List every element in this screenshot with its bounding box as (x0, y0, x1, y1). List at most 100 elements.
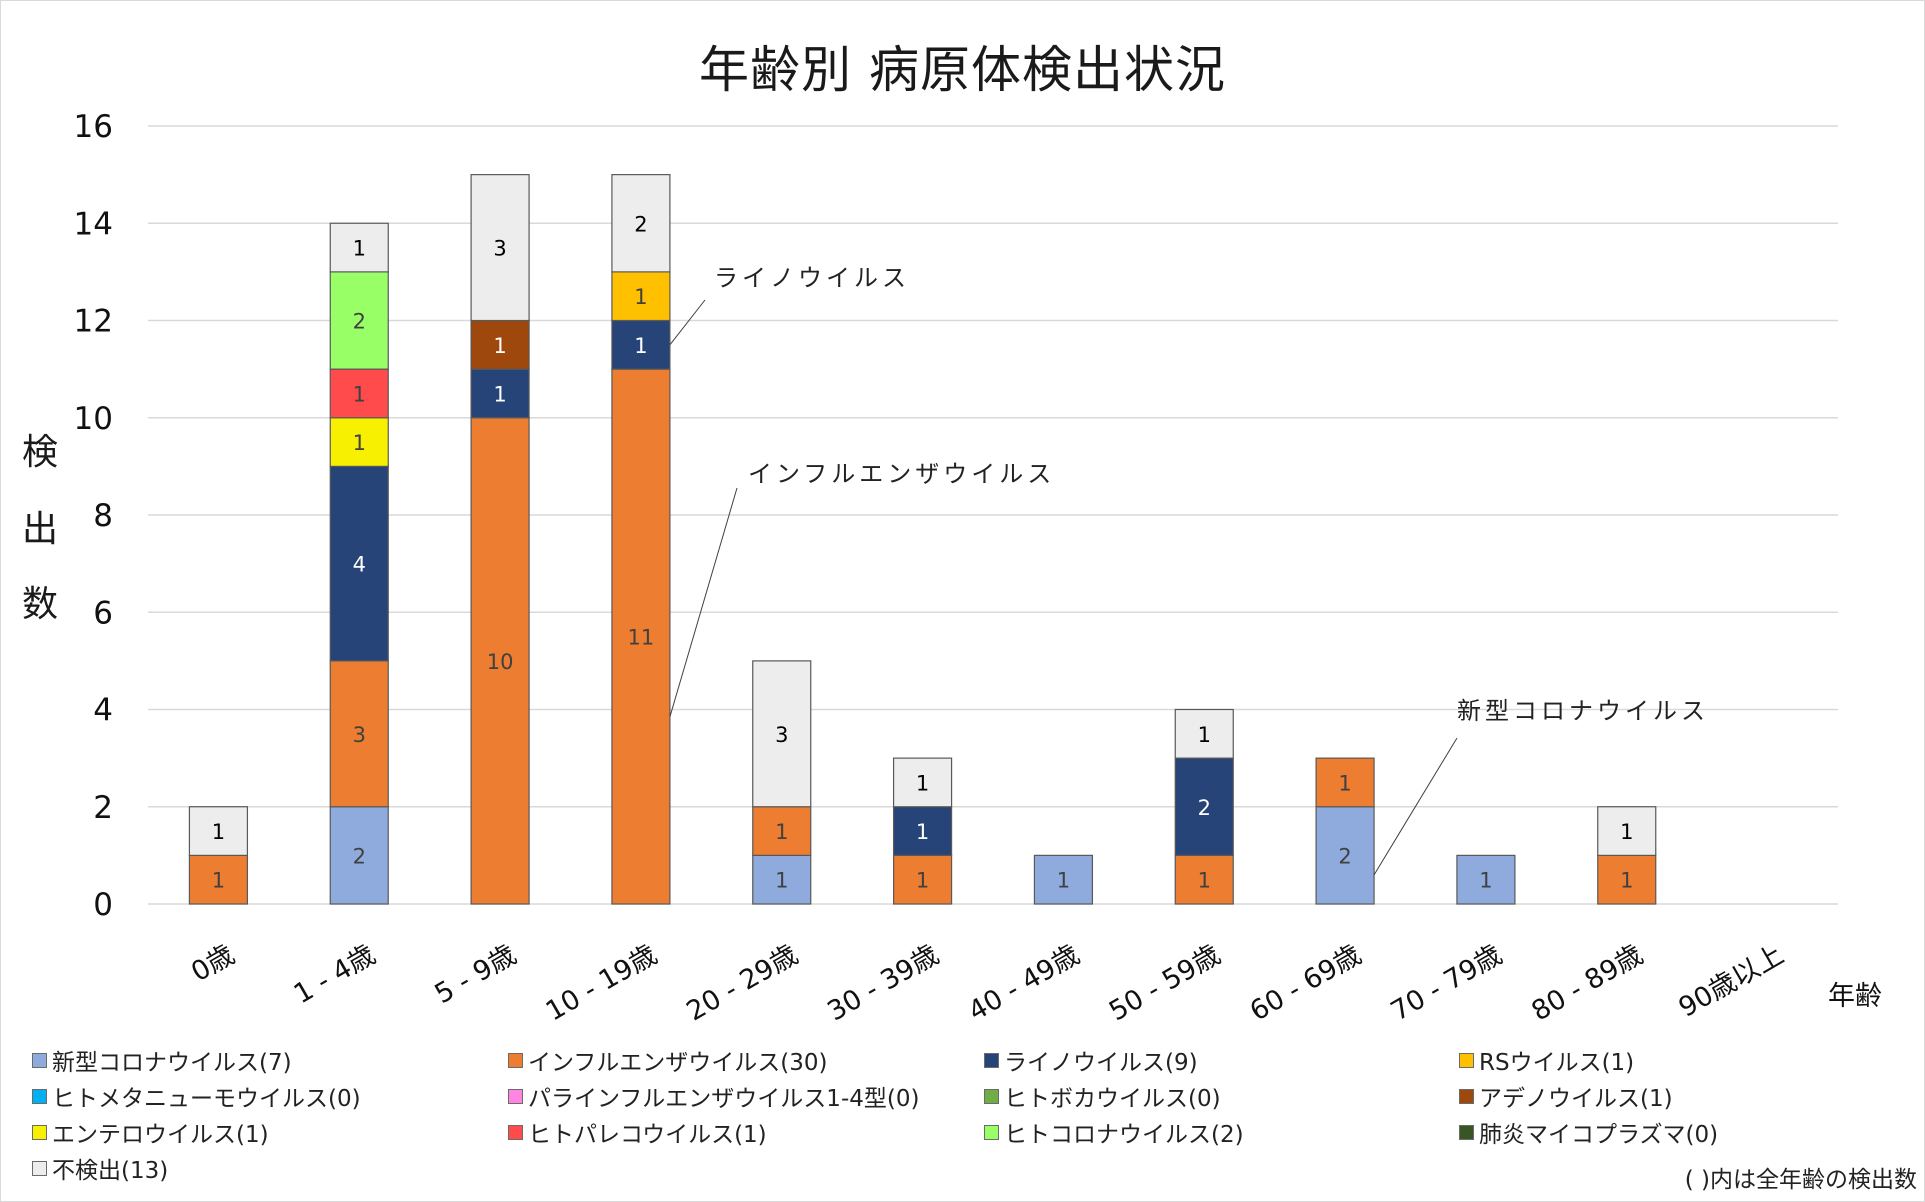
bar-segment (1033, 854, 1094, 905)
bar-segment (470, 174, 530, 322)
data-label: 2 (353, 844, 366, 868)
data-label: 1 (916, 869, 929, 893)
bar-segment (752, 660, 812, 808)
legend-item: アデノウイルス(1) (1459, 1079, 1673, 1113)
y-tick-label: 14 (74, 206, 113, 242)
data-label: 1 (1620, 869, 1633, 893)
y-tick-label: 2 (93, 790, 113, 826)
bar-segment (329, 465, 389, 662)
legend-item: パラインフルエンザウイルス1-4型(0) (508, 1079, 919, 1113)
data-label: 1 (634, 334, 647, 358)
data-label: 1 (916, 771, 929, 795)
legend-swatch (508, 1124, 523, 1140)
y-axis-title-char-3: 数 (21, 584, 58, 625)
data-label: 1 (353, 382, 366, 406)
bar-segment (329, 222, 389, 273)
data-label: 1 (775, 820, 788, 844)
annotation-leader-line (669, 487, 738, 717)
data-label: 1 (916, 820, 929, 844)
bar-segment (329, 660, 389, 808)
legend-label: ヒトメタニューモウイルス(0) (52, 1086, 361, 1112)
x-axis-title: 年齢 (1828, 981, 1882, 1012)
annotation-leader-line (669, 299, 706, 346)
data-label: 2 (634, 212, 647, 236)
legend-swatch (32, 1160, 47, 1176)
annotation-label: ライノウイルス (714, 264, 910, 292)
data-label: 1 (1198, 723, 1211, 747)
data-label: 1 (1620, 820, 1633, 844)
data-label: 1 (1057, 869, 1070, 893)
data-label: 4 (353, 553, 366, 577)
legend-swatch (1459, 1052, 1474, 1068)
bar-segment (1456, 854, 1516, 905)
y-tick-label: 16 (74, 109, 113, 145)
bar-segment (1597, 806, 1657, 856)
bar-segment (1174, 757, 1234, 856)
x-tick-label: 10 - 19歳 (541, 939, 663, 1027)
data-label: 1 (1338, 771, 1351, 795)
data-label: 2 (1338, 844, 1351, 868)
bar-segment (329, 368, 389, 419)
x-tick-label: 5 - 9歳 (430, 939, 522, 1010)
data-label: 1 (353, 431, 366, 455)
legend-item: ライノウイルス(9) (984, 1043, 1198, 1077)
legend-swatch (1459, 1124, 1474, 1140)
legend-swatch (984, 1124, 999, 1140)
y-tick-label: 12 (74, 304, 113, 340)
data-label: 1 (493, 382, 506, 406)
data-label: 2 (1198, 796, 1211, 820)
bar-segment (611, 368, 671, 905)
legend-label: ヒトパレコウイルス(1) (528, 1122, 767, 1148)
legend-label: ヒトコロナウイルス(2) (1004, 1122, 1244, 1148)
legend-item: ヒトボカウイルス(0) (984, 1079, 1221, 1113)
x-tick-label: 0歳 (186, 939, 240, 988)
bar-segment (892, 757, 953, 808)
data-label: 1 (212, 869, 225, 893)
legend-swatch (1459, 1088, 1474, 1104)
bar-segment (892, 806, 953, 856)
annotation-label: インフルエンザウイルス (748, 460, 1055, 488)
legend-swatch (32, 1088, 47, 1104)
data-label: 3 (493, 237, 506, 261)
bar-segment (188, 854, 249, 905)
x-tick-label: 90歳以上 (1674, 939, 1789, 1024)
y-axis-title-char-1: 検 (21, 432, 58, 473)
data-label: 1 (1479, 869, 1492, 893)
bar-segment (1174, 708, 1234, 759)
y-tick-label: 0 (93, 887, 113, 923)
legend-label: 新型コロナウイルス(7) (52, 1050, 292, 1076)
legend-label: エンテロウイルス(1) (52, 1122, 269, 1148)
legend-swatch (32, 1052, 47, 1068)
legend-item: インフルエンザウイルス(30) (508, 1043, 828, 1077)
y-tick-label: 6 (93, 595, 113, 631)
x-tick-label: 40 - 49歳 (963, 939, 1085, 1027)
y-tick-label: 10 (74, 401, 113, 437)
bar-segment (1597, 854, 1657, 905)
bar-segment (1174, 854, 1234, 905)
bar-segment (611, 271, 671, 322)
legend-item: 新型コロナウイルス(7) (32, 1043, 292, 1077)
data-label: 1 (212, 820, 225, 844)
legend-label: RSウイルス(1) (1479, 1050, 1635, 1076)
legend-note: ( )内は全年齢の検出数 (1684, 1167, 1917, 1193)
legend-item: RSウイルス(1) (1459, 1043, 1634, 1077)
legend-label: ヒトボカウイルス(0) (1004, 1086, 1221, 1112)
annotation-label: 新型コロナウイルス (1457, 697, 1709, 725)
legend-swatch (984, 1052, 999, 1068)
bar-segment (892, 854, 953, 905)
data-label: 3 (775, 723, 788, 747)
data-label: 1 (493, 334, 506, 358)
legend-item: 不検出(13) (32, 1151, 168, 1185)
x-tick-label: 20 - 29歳 (682, 939, 804, 1027)
bar-segment (752, 806, 812, 856)
data-label: 11 (628, 626, 655, 650)
legend-item: 肺炎マイコプラズマ(0) (1459, 1115, 1718, 1149)
y-tick-label: 8 (93, 498, 113, 534)
legend-swatch (32, 1124, 47, 1140)
data-label: 10 (487, 650, 514, 674)
legend-item: エンテロウイルス(1) (32, 1115, 269, 1149)
bar-segment (1315, 757, 1375, 808)
legend-item: ヒトコロナウイルス(2) (984, 1115, 1244, 1149)
y-tick-label: 4 (93, 693, 113, 729)
